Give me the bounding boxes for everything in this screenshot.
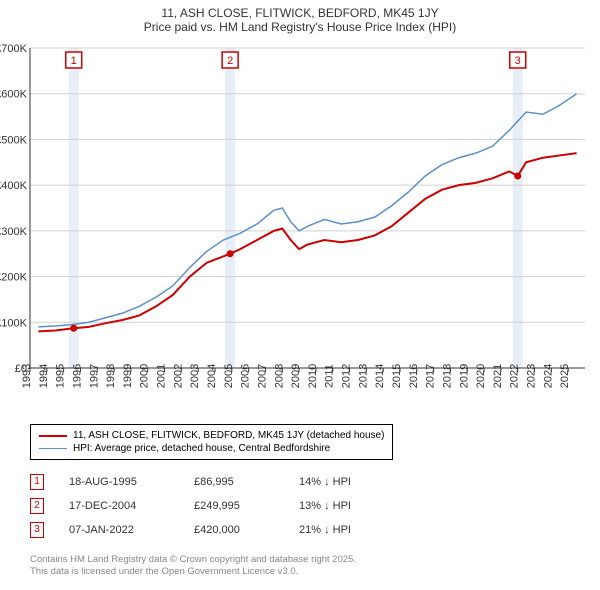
sale-marker-badge: 1 [30, 474, 44, 490]
attribution-line1: Contains HM Land Registry data © Crown c… [30, 554, 600, 566]
attribution: Contains HM Land Registry data © Crown c… [30, 554, 600, 579]
svg-text:2013: 2013 [357, 364, 369, 388]
svg-text:2012: 2012 [341, 364, 353, 388]
attribution-line2: This data is licensed under the Open Gov… [30, 566, 600, 578]
svg-text:2006: 2006 [240, 364, 252, 388]
svg-text:2005: 2005 [223, 364, 235, 388]
svg-text:2010: 2010 [307, 364, 319, 388]
svg-text:1: 1 [71, 55, 77, 67]
legend-swatch [39, 448, 67, 450]
svg-text:2018: 2018 [441, 364, 453, 388]
sale-marker-badge: 2 [30, 498, 44, 514]
sale-marker-badge: 3 [30, 522, 44, 538]
sales-table: 1 18-AUG-1995 £86,995 14% ↓ HPI 2 17-DEC-2004… [30, 470, 600, 542]
svg-text:£200K: £200K [0, 272, 28, 284]
svg-text:2: 2 [227, 55, 233, 67]
sale-price: £86,995 [194, 476, 274, 488]
svg-text:2020: 2020 [475, 364, 487, 388]
svg-text:2017: 2017 [425, 364, 437, 388]
svg-text:£100K: £100K [0, 317, 28, 329]
svg-text:2007: 2007 [256, 364, 268, 388]
svg-text:1999: 1999 [122, 364, 134, 388]
sale-diff: 14% ↓ HPI [299, 476, 399, 488]
sale-price: £249,995 [194, 500, 274, 512]
svg-text:2014: 2014 [374, 364, 386, 388]
svg-text:£500K: £500K [0, 134, 28, 146]
sale-diff: 21% ↓ HPI [299, 524, 399, 536]
svg-text:2009: 2009 [290, 364, 302, 388]
sale-row: 2 17-DEC-2004 £249,995 13% ↓ HPI [30, 494, 600, 518]
sale-date: 07-JAN-2022 [69, 524, 169, 536]
svg-text:1995: 1995 [55, 364, 67, 388]
svg-text:2024: 2024 [542, 364, 554, 388]
legend-item: HPI: Average price, detached house, Cent… [39, 442, 384, 455]
svg-text:£400K: £400K [0, 180, 28, 192]
svg-text:£700K: £700K [0, 43, 28, 55]
svg-text:£600K: £600K [0, 89, 28, 101]
svg-text:2023: 2023 [526, 364, 538, 388]
sale-date: 17-DEC-2004 [69, 500, 169, 512]
svg-text:1997: 1997 [88, 364, 100, 388]
svg-text:2008: 2008 [273, 364, 285, 388]
title-line2: Price paid vs. HM Land Registry's House … [0, 20, 600, 34]
legend-label: 11, ASH CLOSE, FLITWICK, BEDFORD, MK45 1… [73, 430, 384, 441]
sale-price: £420,000 [194, 524, 274, 536]
legend-label: HPI: Average price, detached house, Cent… [73, 443, 330, 454]
svg-text:1994: 1994 [38, 364, 50, 388]
sale-row: 3 07-JAN-2022 £420,000 21% ↓ HPI [30, 518, 600, 542]
legend-swatch [39, 435, 67, 437]
svg-text:2022: 2022 [509, 364, 521, 388]
svg-text:2021: 2021 [492, 364, 504, 388]
chart-svg: £0£100K£200K£300K£400K£500K£600K£700K199… [0, 38, 600, 418]
svg-text:2003: 2003 [189, 364, 201, 388]
svg-text:2002: 2002 [172, 364, 184, 388]
svg-text:2019: 2019 [458, 364, 470, 388]
legend: 11, ASH CLOSE, FLITWICK, BEDFORD, MK45 1… [30, 424, 393, 460]
legend-item: 11, ASH CLOSE, FLITWICK, BEDFORD, MK45 1… [39, 429, 384, 442]
svg-text:£300K: £300K [0, 226, 28, 238]
price-chart: £0£100K£200K£300K£400K£500K£600K£700K199… [0, 38, 600, 418]
svg-text:3: 3 [515, 55, 521, 67]
svg-text:1993: 1993 [21, 364, 33, 388]
chart-title: 11, ASH CLOSE, FLITWICK, BEDFORD, MK45 1… [0, 0, 600, 38]
svg-text:1996: 1996 [71, 364, 83, 388]
svg-text:1998: 1998 [105, 364, 117, 388]
svg-text:2000: 2000 [139, 364, 151, 388]
svg-text:2025: 2025 [559, 364, 571, 388]
svg-text:2004: 2004 [206, 364, 218, 388]
svg-text:2001: 2001 [156, 364, 168, 388]
svg-text:2015: 2015 [391, 364, 403, 388]
svg-text:2016: 2016 [408, 364, 420, 388]
sale-date: 18-AUG-1995 [69, 476, 169, 488]
title-line1: 11, ASH CLOSE, FLITWICK, BEDFORD, MK45 1… [0, 6, 600, 20]
sale-diff: 13% ↓ HPI [299, 500, 399, 512]
sale-row: 1 18-AUG-1995 £86,995 14% ↓ HPI [30, 470, 600, 494]
